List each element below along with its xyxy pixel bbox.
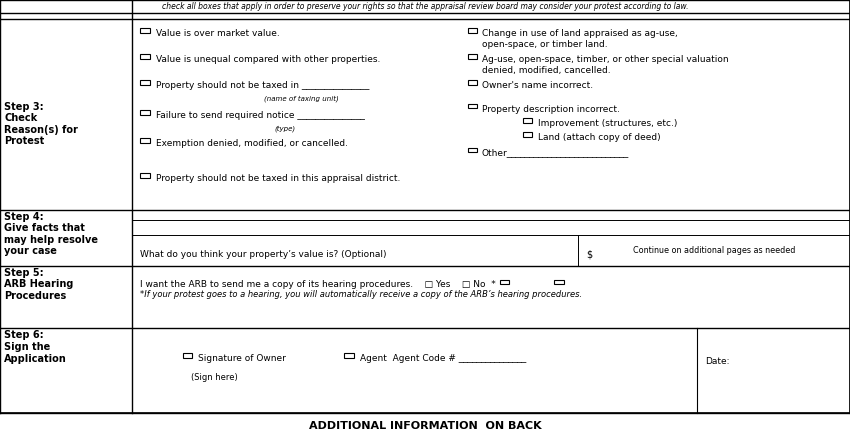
Bar (468, 28, 477, 33)
Text: Land (attach copy of deed): Land (attach copy of deed) (538, 133, 660, 142)
Text: Failure to send required notice _______________: Failure to send required notice ________… (156, 111, 365, 120)
Text: ADDITIONAL INFORMATION  ON BACK: ADDITIONAL INFORMATION ON BACK (309, 420, 541, 431)
Bar (468, 54, 477, 59)
Text: Step 5:
ARB Hearing
Procedures: Step 5: ARB Hearing Procedures (4, 268, 74, 301)
Text: Agent  Agent Code # _______________: Agent Agent Code # _______________ (360, 354, 526, 363)
Text: Change in use of land appraised as ag-use,: Change in use of land appraised as ag-us… (482, 29, 677, 38)
Bar (468, 148, 477, 152)
Text: Other___________________________: Other___________________________ (482, 149, 629, 158)
Text: Step 4:
Give facts that
may help resolve
your case: Step 4: Give facts that may help resolve… (4, 212, 99, 257)
Text: What do you think your property’s value is? (Optional): What do you think your property’s value … (140, 251, 387, 259)
Text: Ag-use, open-space, timber, or other special valuation: Ag-use, open-space, timber, or other spe… (482, 55, 728, 64)
Bar (140, 138, 150, 143)
Bar (554, 280, 564, 284)
Bar (344, 353, 354, 358)
Bar (500, 280, 509, 284)
Bar (523, 118, 532, 123)
Bar (140, 110, 150, 115)
Text: Property description incorrect.: Property description incorrect. (482, 105, 620, 114)
Text: Signature of Owner: Signature of Owner (198, 354, 286, 363)
Text: Step 6:
Sign the
Application: Step 6: Sign the Application (4, 330, 67, 364)
Text: check all boxes that apply in order to preserve your rights so that the appraisa: check all boxes that apply in order to p… (162, 2, 689, 11)
Text: denied, modified, cancelled.: denied, modified, cancelled. (482, 66, 610, 75)
Bar (468, 104, 477, 108)
Bar (140, 54, 150, 59)
Text: I want the ARB to send me a copy of its hearing procedures.    □ Yes    □ No  *: I want the ARB to send me a copy of its … (140, 280, 496, 289)
Text: Property should not be taxed in this appraisal district.: Property should not be taxed in this app… (156, 174, 400, 183)
Text: (name of taxing unit): (name of taxing unit) (264, 95, 339, 102)
Bar (140, 173, 150, 178)
Text: (type): (type) (275, 125, 295, 132)
Text: Value is unequal compared with other properties.: Value is unequal compared with other pro… (156, 55, 380, 64)
Text: Continue on additional pages as needed: Continue on additional pages as needed (632, 246, 796, 255)
Text: Property should not be taxed in _______________: Property should not be taxed in ________… (156, 81, 369, 90)
Text: Exemption denied, modified, or cancelled.: Exemption denied, modified, or cancelled… (156, 139, 348, 148)
Text: Improvement (structures, etc.): Improvement (structures, etc.) (538, 119, 677, 128)
Text: (Sign here): (Sign here) (191, 372, 238, 381)
Text: Date:: Date: (706, 357, 730, 366)
Bar (140, 28, 150, 33)
Text: Value is over market value.: Value is over market value. (156, 29, 280, 38)
Bar (183, 353, 192, 358)
Bar (468, 80, 477, 85)
Bar (140, 80, 150, 85)
Text: *If your protest goes to a hearing, you will automatically receive a copy of the: *If your protest goes to a hearing, you … (140, 290, 582, 299)
Bar (523, 132, 532, 137)
Text: Owner's name incorrect.: Owner's name incorrect. (482, 81, 593, 90)
Text: Step 3:
Check
Reason(s) for
Protest: Step 3: Check Reason(s) for Protest (4, 102, 78, 146)
Text: $: $ (586, 250, 592, 260)
Text: open-space, or timber land.: open-space, or timber land. (482, 40, 608, 49)
